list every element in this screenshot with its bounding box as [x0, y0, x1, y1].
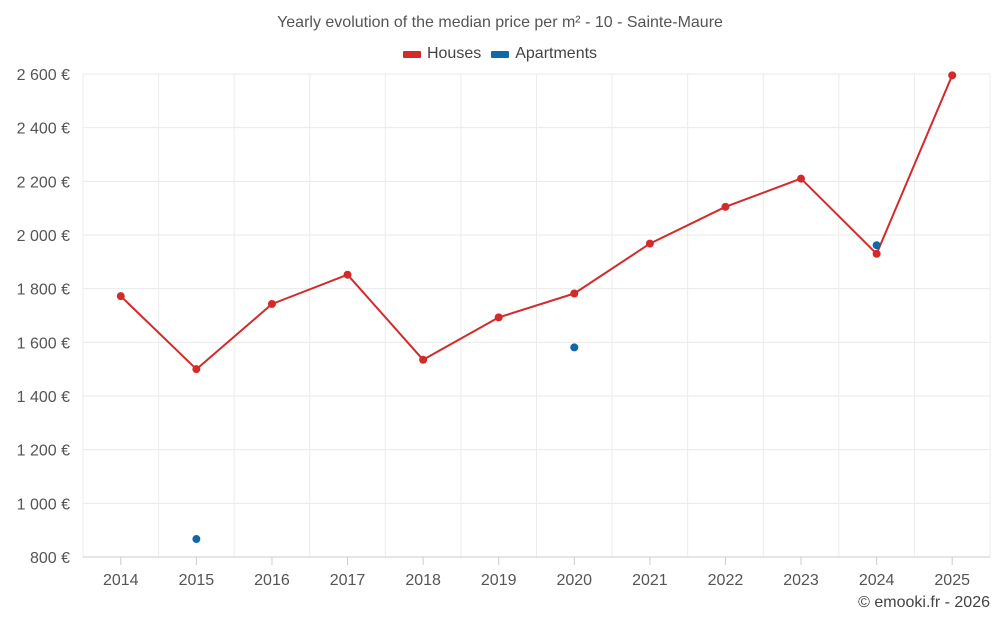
data-point-houses — [494, 313, 503, 322]
x-tick-label: 2019 — [481, 572, 517, 589]
data-point-apartments — [192, 535, 201, 544]
data-point-houses — [343, 270, 352, 279]
data-point-apartments — [570, 343, 579, 352]
x-tick-label: 2015 — [179, 572, 215, 589]
y-tick-label: 800 € — [30, 550, 70, 567]
data-point-houses — [721, 202, 730, 211]
x-tick-label: 2014 — [103, 572, 139, 589]
x-tick-label: 2020 — [556, 572, 592, 589]
data-point-houses — [419, 355, 428, 364]
legend-swatch-houses — [402, 50, 421, 58]
axes: 800 € 1 000 € 1 200 € 1 400 € 1 600 € 1 800 €… — [17, 67, 990, 589]
data-point-houses — [797, 174, 806, 183]
data-point-apartments — [872, 241, 881, 250]
data-point-houses — [872, 249, 881, 258]
x-tick-label: 2022 — [708, 572, 744, 589]
y-tick-label: 1 400 € — [17, 389, 70, 406]
legend-swatch-apartments — [491, 50, 510, 58]
y-tick-label: 2 200 € — [17, 174, 70, 191]
x-tick-label: 2016 — [254, 572, 290, 589]
legend-item-apartments[interactable]: Apartments — [491, 45, 597, 63]
credit-text: © emooki.fr - 2026 — [858, 594, 990, 611]
data-point-houses — [570, 289, 579, 298]
legend: Houses Apartments — [0, 45, 1000, 63]
x-tick-label: 2018 — [405, 572, 441, 589]
y-tick-label: 1 800 € — [17, 282, 70, 299]
gridlines — [82, 73, 991, 557]
y-tick-label: 1 600 € — [17, 335, 70, 352]
data-point-houses — [192, 365, 201, 374]
series-line-houses — [120, 74, 954, 371]
x-tick-label: 2023 — [783, 572, 819, 589]
x-tick-label: 2021 — [632, 572, 668, 589]
data-point-houses — [267, 299, 276, 308]
legend-item-houses[interactable]: Houses — [402, 45, 482, 63]
legend-label-houses: Houses — [426, 45, 482, 62]
series-layer — [116, 71, 957, 544]
y-tick-label: 2 600 € — [17, 67, 70, 84]
legend-label-apartments: Apartments — [515, 45, 598, 62]
data-point-houses — [948, 71, 957, 80]
y-tick-label: 1 000 € — [17, 496, 70, 513]
chart-title: Yearly evolution of the median price per… — [277, 14, 723, 31]
data-point-houses — [645, 239, 654, 248]
y-tick-label: 2 000 € — [17, 228, 70, 245]
x-tick-label: 2024 — [859, 572, 895, 589]
data-point-houses — [116, 292, 125, 301]
x-tick-label: 2017 — [330, 572, 366, 589]
y-tick-label: 1 200 € — [17, 443, 70, 460]
y-tick-label: 2 400 € — [17, 121, 70, 138]
x-tick-label: 2025 — [934, 572, 970, 589]
